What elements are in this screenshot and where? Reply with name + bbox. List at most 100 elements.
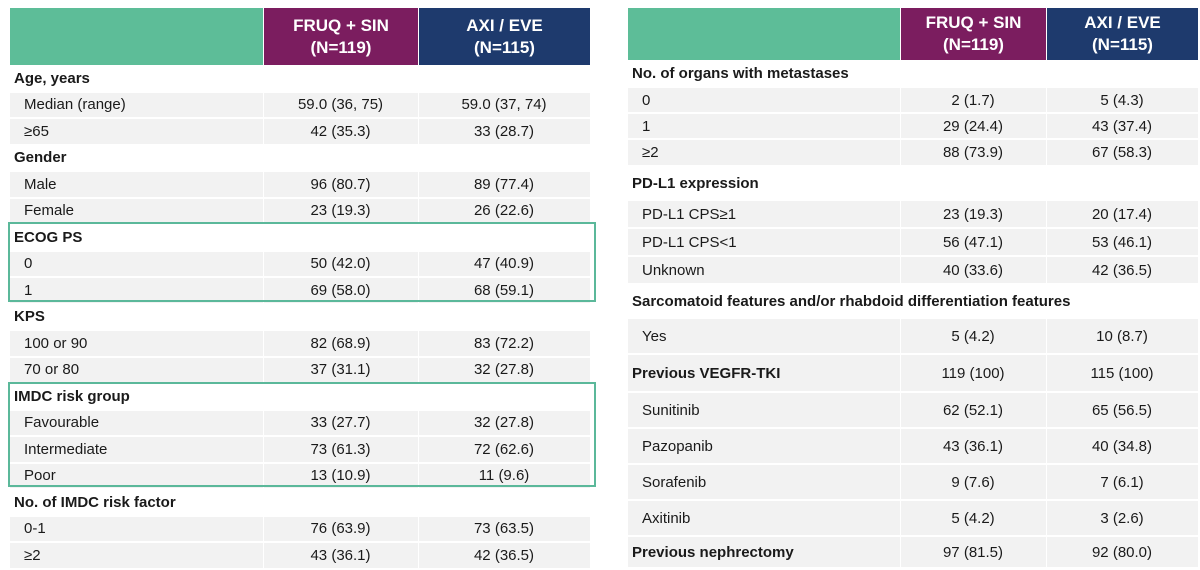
row-background [419, 225, 590, 250]
row-background [628, 465, 900, 499]
row-background [10, 119, 263, 144]
row-background [901, 257, 1046, 283]
row-background [628, 257, 900, 283]
value-cell: 32 (27.8) [473, 414, 535, 432]
row-background [264, 463, 418, 488]
row-background [1047, 61, 1198, 86]
row-background [1047, 229, 1198, 255]
row-background [10, 278, 263, 303]
row-background [264, 92, 418, 117]
value-cell: 42 (36.5) [1091, 261, 1153, 279]
value-cell: 42 (36.5) [473, 546, 535, 564]
value-cell: 62 (52.1) [942, 401, 1004, 419]
value-cell: 5 (4.2) [951, 327, 995, 345]
row-background [1047, 88, 1198, 112]
row-background [901, 114, 1046, 138]
value-cell: 89 (77.4) [473, 175, 535, 193]
header-text: (N=115) [1092, 35, 1153, 54]
value-cell: 119 (100) [941, 364, 1005, 382]
value-cell: 43 (36.1) [310, 546, 371, 564]
row-label: Intermediate [24, 440, 108, 458]
row-background [628, 201, 900, 227]
value-cell: 43 (37.4) [1091, 117, 1153, 135]
row-background [10, 384, 263, 409]
value-cell: 47 (40.9) [473, 255, 535, 273]
row-label: Sunitinib [642, 401, 700, 419]
row-background [901, 501, 1046, 535]
column-header: AXI / EVE (N=115) [419, 8, 590, 65]
value-cell: 115 (100) [1090, 364, 1154, 382]
value-cell: 68 (59.1) [473, 281, 535, 299]
row-background [901, 537, 1046, 567]
row-background [901, 285, 1046, 317]
row-label: ≥2 [642, 144, 659, 161]
row-background [419, 357, 590, 382]
row-background [419, 198, 590, 223]
row-background [419, 172, 590, 197]
value-cell: 29 (24.4) [942, 117, 1004, 135]
row-label: ECOG PS [14, 228, 83, 246]
row-background [10, 516, 263, 541]
row-background [1047, 114, 1198, 138]
row-label: PD-L1 CPS<1 [642, 233, 737, 251]
row-background [10, 331, 263, 356]
row-background [10, 251, 263, 276]
row-label: PD-L1 CPS≥1 [642, 205, 737, 223]
row-background [419, 516, 590, 541]
row-background [1047, 465, 1198, 499]
row-background [628, 537, 900, 567]
header-text: (N=115) [474, 37, 535, 57]
row-label: Median (range) [24, 96, 126, 114]
row-background [628, 88, 900, 112]
row-background [264, 410, 418, 435]
row-background [1047, 429, 1198, 463]
header-text: FRUQ + SIN [925, 13, 1022, 32]
row-label: 100 or 90 [24, 334, 88, 352]
row-background [264, 172, 418, 197]
value-cell: 73 (61.3) [310, 440, 371, 458]
row-background [628, 167, 900, 199]
row-background [10, 357, 263, 382]
header-text: (N=119) [943, 35, 1004, 54]
value-cell: 43 (36.1) [942, 437, 1004, 455]
row-background [419, 490, 590, 515]
value-cell: 9 (7.6) [951, 473, 995, 491]
row-background [628, 229, 900, 255]
value-cell: 23 (19.3) [942, 205, 1004, 223]
row-background [264, 251, 418, 276]
row-background [419, 543, 590, 568]
row-label: Sarcomatoid features and/or rhabdoid dif… [632, 292, 1071, 310]
value-cell: 7 (6.1) [1100, 473, 1144, 491]
row-background [628, 140, 900, 165]
row-background [264, 198, 418, 223]
row-background [1047, 501, 1198, 535]
column-header: FRUQ + SIN (N=119) [901, 8, 1046, 60]
row-background [419, 384, 590, 409]
row-label: Age, years [14, 69, 90, 87]
row-label: Pazopanib [642, 437, 713, 455]
row-background [419, 437, 590, 462]
row-background [419, 304, 590, 329]
row-label: KPS [14, 308, 45, 326]
row-label: 0 [642, 91, 651, 109]
value-cell: 92 (80.0) [1091, 543, 1153, 561]
row-background [1047, 319, 1198, 353]
row-label: 0 [24, 255, 33, 273]
row-background [628, 393, 900, 427]
row-background [1047, 201, 1198, 227]
row-background [264, 437, 418, 462]
row-background [419, 410, 590, 435]
row-background [419, 331, 590, 356]
value-cell: 40 (33.6) [942, 261, 1004, 279]
row-background [10, 463, 263, 488]
value-cell: 88 (73.9) [942, 144, 1004, 161]
value-cell: 5 (4.2) [951, 509, 995, 527]
row-label: Axitinib [642, 509, 691, 527]
row-background [628, 501, 900, 535]
value-cell: 69 (58.0) [310, 281, 371, 299]
row-label: No. of IMDC risk factor [14, 493, 176, 511]
row-background [10, 437, 263, 462]
row-label: Previous nephrectomy [632, 543, 794, 561]
row-background [264, 490, 418, 515]
